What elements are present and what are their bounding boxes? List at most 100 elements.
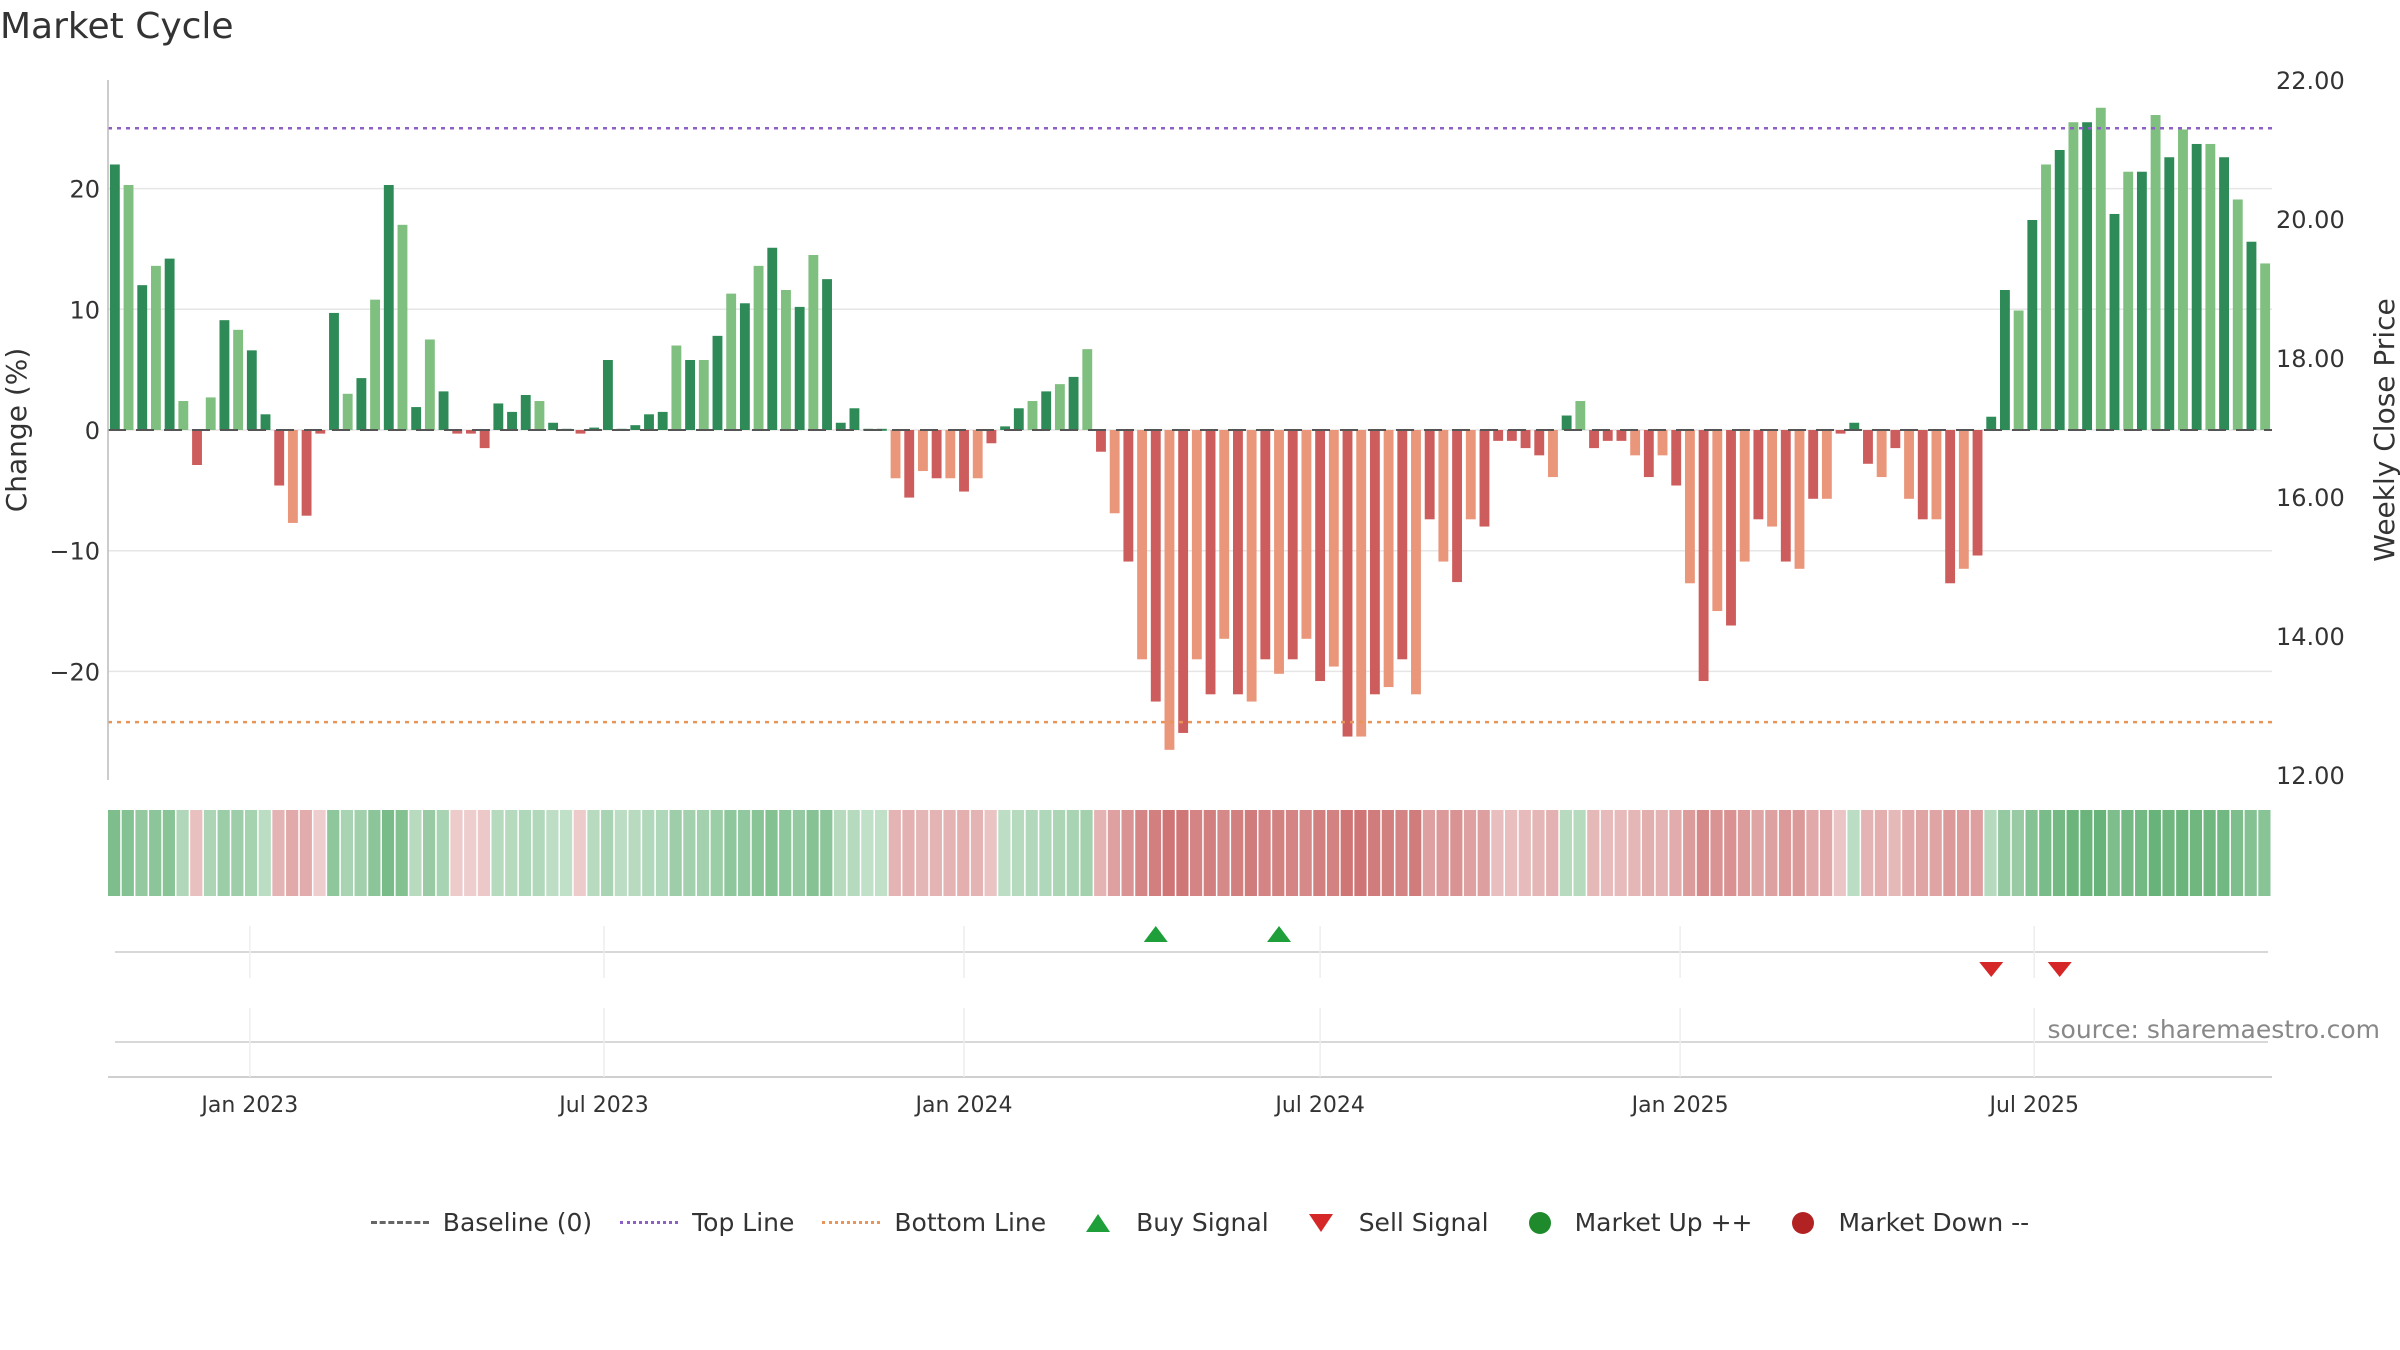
y-tick-label: 0 xyxy=(85,417,100,445)
bar xyxy=(1452,430,1463,583)
bar xyxy=(233,329,244,430)
heat-cell xyxy=(1902,810,1915,896)
heat-cell xyxy=(176,810,189,896)
heat-cell xyxy=(409,810,422,896)
bar xyxy=(548,422,559,430)
bar xyxy=(1657,430,1668,456)
heat-cell xyxy=(642,810,655,896)
heat-cell xyxy=(477,810,490,896)
heat-cell xyxy=(190,810,203,896)
bar xyxy=(726,293,737,430)
bar xyxy=(575,430,586,434)
legend-bottom-line[interactable]: Bottom Line xyxy=(822,1208,1046,1237)
x-tick-label: Jul 2024 xyxy=(1273,1093,1365,1118)
heat-cell xyxy=(1121,810,1134,896)
heat-cell xyxy=(1751,810,1764,896)
bar xyxy=(1246,430,1257,702)
bar xyxy=(452,430,463,434)
heat-cell xyxy=(559,810,573,896)
bar xyxy=(1342,430,1353,737)
heat-cell xyxy=(2203,810,2216,896)
heat-cell xyxy=(1956,810,1970,896)
dotted-line-icon xyxy=(620,1221,679,1224)
heat-cell xyxy=(779,810,792,896)
heat-cell xyxy=(1244,810,1257,896)
heat-cell xyxy=(436,810,449,896)
heat-cell xyxy=(354,810,367,896)
bar xyxy=(1739,430,1750,562)
heat-cell xyxy=(2025,810,2038,896)
bar xyxy=(1054,384,1065,430)
heat-cell xyxy=(724,810,737,896)
bar xyxy=(219,320,230,430)
heat-cell xyxy=(1299,810,1312,896)
legend-market-up[interactable]: Market Up ++ xyxy=(1517,1208,1752,1237)
heat-cell xyxy=(1258,810,1271,896)
legend-top-line[interactable]: Top Line xyxy=(620,1208,794,1237)
legend-baseline[interactable]: Baseline (0) xyxy=(370,1208,592,1237)
bar xyxy=(123,185,134,430)
bar xyxy=(1849,422,1860,430)
y-tick-label: 20 xyxy=(69,176,100,204)
heat-cell xyxy=(1450,810,1463,896)
heat-cell xyxy=(2189,810,2203,896)
bar xyxy=(1630,430,1641,456)
bar xyxy=(808,255,819,430)
heat-cell xyxy=(970,810,984,896)
heat-cell xyxy=(286,810,299,896)
heat-cell xyxy=(1107,810,1121,896)
heat-cell xyxy=(1505,810,1518,896)
heat-cell xyxy=(546,810,559,896)
heat-cell xyxy=(1641,810,1655,896)
heat-cell xyxy=(929,810,942,896)
heat-cell xyxy=(491,810,504,896)
heat-cell xyxy=(340,810,354,896)
bar xyxy=(1123,430,1134,562)
bar xyxy=(1315,430,1326,682)
bar xyxy=(1274,430,1284,674)
heat-cell xyxy=(464,810,477,896)
bar xyxy=(931,430,942,479)
y-tick-label: −20 xyxy=(49,658,100,686)
heat-cell xyxy=(1313,810,1326,896)
heat-cell xyxy=(532,810,545,896)
legend-market-down[interactable]: Market Down -- xyxy=(1780,1208,2029,1237)
heat-cell xyxy=(874,810,888,896)
legend-sell-signal[interactable]: Sell Signal xyxy=(1297,1208,1489,1237)
circle-icon xyxy=(1528,1211,1551,1234)
bar xyxy=(1411,430,1421,695)
heat-cell xyxy=(121,810,134,896)
heat-cell xyxy=(1011,810,1025,896)
bar xyxy=(890,430,901,479)
triangle-down-icon xyxy=(1308,1213,1333,1232)
bar xyxy=(2260,263,2271,430)
y2-tick-label: 12.00 xyxy=(2276,762,2345,790)
legend-buy-signal[interactable]: Buy Signal xyxy=(1074,1208,1269,1237)
bar xyxy=(356,378,367,430)
heat-cell xyxy=(601,810,614,896)
heat-cell xyxy=(2080,810,2093,896)
heat-cell xyxy=(149,810,162,896)
heat-cell xyxy=(450,810,463,896)
heat-cell xyxy=(1326,810,1340,896)
bar xyxy=(1397,430,1408,660)
bar xyxy=(712,335,723,430)
legend-sell-signal-label: Sell Signal xyxy=(1358,1208,1489,1237)
heat-cell xyxy=(1600,810,1614,896)
axes: −20 −10 0 10 20 12.00 14.00 16.00 18.00 20.00 22.0… xyxy=(0,67,2400,1118)
bar xyxy=(507,411,517,430)
bar xyxy=(1863,430,1873,464)
heat-cell xyxy=(368,810,381,896)
heat-cell xyxy=(1559,810,1572,896)
heat-cell xyxy=(792,810,806,896)
bar xyxy=(411,407,422,430)
bar xyxy=(1917,430,1928,520)
heat-cell xyxy=(1628,810,1641,896)
heat-cell xyxy=(2244,810,2257,896)
bar xyxy=(1369,430,1380,695)
bar xyxy=(1780,430,1791,562)
bar xyxy=(739,303,750,430)
bar xyxy=(1383,430,1394,688)
bar xyxy=(630,425,641,430)
y-axis-label: Change (%) xyxy=(0,348,33,513)
